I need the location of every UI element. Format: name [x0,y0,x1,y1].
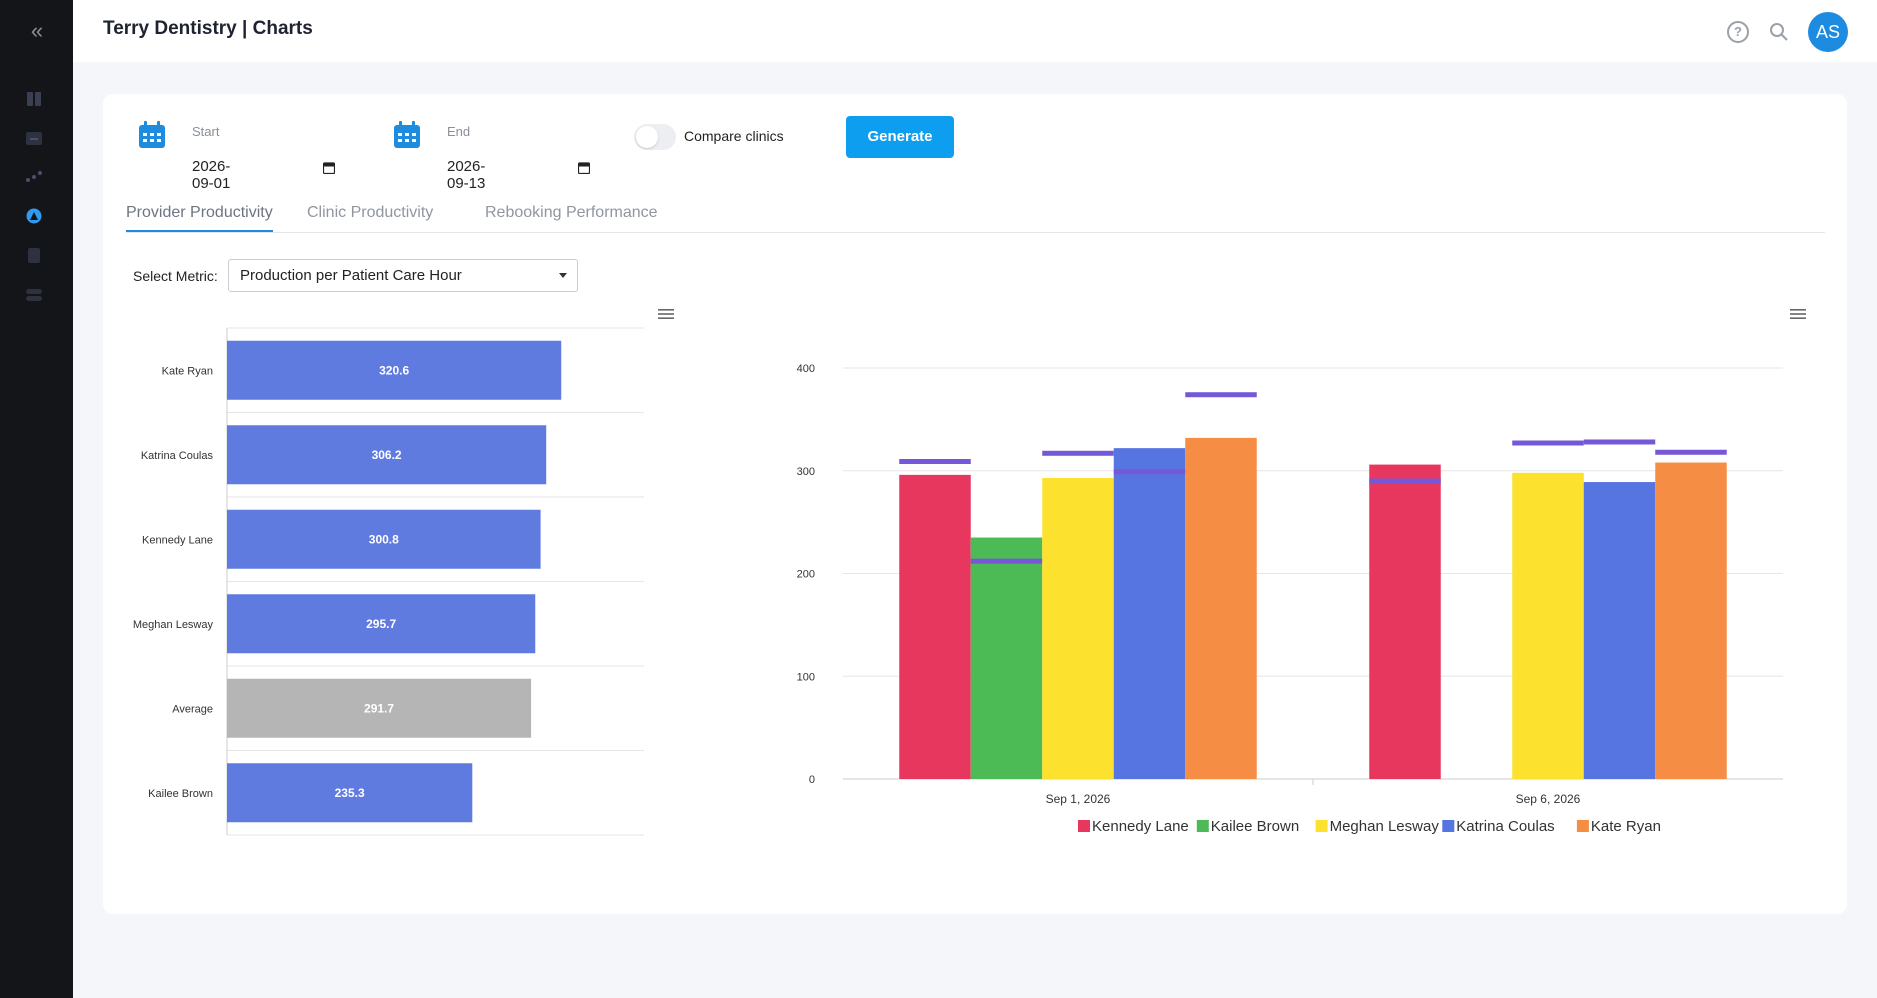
tab-rebooking-performance[interactable]: Rebooking Performance [485,204,658,221]
tab-clinic-productivity[interactable]: Clinic Productivity [307,204,434,221]
y-tick-label: 100 [797,671,815,683]
data-label: 300.8 [369,532,399,546]
bar [227,340,562,400]
toggle-knob [636,126,658,148]
legend-label: Kailee Brown [1211,818,1299,835]
metric-label: Select Metric: [133,268,218,284]
data-label: 306.2 [372,448,402,462]
legend-swatch [1576,820,1589,832]
chevron-down-icon [559,273,567,278]
category-label: Kennedy Lane [142,534,213,546]
chart-menu-icon[interactable] [658,308,674,320]
provider-period-bar-chart: 0 100 200 300 400 Sep 1, 2026 Sep 6, 2026 Kenne… [797,363,1783,835]
bar [227,763,473,823]
target-marker [1369,478,1441,484]
chart-menu-icon[interactable] [1790,308,1806,320]
chat-icon[interactable] [25,131,43,147]
sidebar: « [0,0,73,998]
start-date-input[interactable]: 2026-09-01 [192,158,231,192]
category-label: Meghan Lesway [133,619,214,631]
bar [227,678,532,738]
target-marker [1655,449,1727,455]
metric-select[interactable]: Production per Patient Care Hour [228,259,578,292]
compare-clinics-label: Compare clinics [684,128,784,144]
calendar-icon [139,121,165,148]
target-marker [1185,392,1257,398]
dashboard-icon[interactable] [25,91,43,107]
bar [227,509,541,569]
tab-bar: Provider Productivity Clinic Productivit… [126,204,1825,233]
bar [970,537,1043,779]
compare-clinics-toggle[interactable] [634,124,676,150]
legend-swatch [1196,820,1209,832]
legend-swatch [1315,820,1328,832]
bar [899,474,971,779]
charts-card: Start 2026-09-01 End 2026-09-13 Compare … [103,94,1847,914]
legend-swatch [1442,820,1455,832]
y-tick-label: 200 [797,569,815,581]
bar [1512,472,1584,779]
toggle-settings-icon[interactable] [25,287,43,303]
legend-item: Katrina Coulas [1442,818,1555,835]
start-date-label: Start [192,124,220,139]
legend-item: Meghan Lesway [1315,818,1440,835]
category-label: Katrina Coulas [141,450,214,462]
bar [1369,464,1441,779]
category-label: Kate Ryan [162,365,213,377]
target-marker [1512,440,1584,446]
x-tick-label: Sep 1, 2026 [1046,792,1111,806]
target-marker [1583,439,1656,445]
data-label: 291.7 [364,701,394,715]
target-marker [899,459,971,465]
date-picker-icon[interactable] [323,162,335,174]
chart-circle-icon[interactable] [25,208,43,224]
calendar-icon [394,121,420,148]
bar [1655,462,1727,779]
bar [1185,437,1257,779]
legend-label: Kennedy Lane [1092,818,1189,835]
target-marker [1113,469,1186,475]
metric-selected-value: Production per Patient Care Hour [240,267,462,284]
search-icon[interactable] [1769,22,1789,42]
target-marker [1042,450,1114,456]
data-label: 235.3 [335,786,365,800]
bar [227,594,536,654]
provider-hbar-chart: Kate Ryan 320.6 Katrina Coulas 306.2 Kennedy… [133,327,644,836]
legend-item: Kennedy Lane [1078,818,1189,835]
top-bar: Terry Dentistry | Charts ? AS [73,0,1877,62]
page-title: Terry Dentistry | Charts [103,18,313,39]
y-tick-label: 400 [797,363,815,375]
legend-label: Meghan Lesway [1330,818,1440,835]
category-label: Average [172,703,213,715]
y-tick-label: 0 [809,774,815,786]
clipboard-icon[interactable] [25,247,43,263]
generate-button[interactable]: Generate [846,116,954,158]
bar [1042,477,1114,779]
end-date-input[interactable]: 2026-09-13 [447,158,486,192]
bar [227,425,547,485]
end-date-label: End [447,124,471,139]
legend-swatch [1078,820,1090,832]
scatter-icon[interactable] [25,169,43,185]
date-picker-icon[interactable] [578,162,590,174]
legend-label: Katrina Coulas [1456,818,1554,835]
bar [1583,482,1656,779]
target-marker [970,558,1043,564]
help-icon[interactable]: ? [1727,21,1749,43]
legend-item: Kate Ryan [1576,818,1661,835]
x-tick-label: Sep 6, 2026 [1516,792,1581,806]
avatar[interactable]: AS [1808,12,1848,52]
tab-provider-productivity[interactable]: Provider Productivity [126,204,273,232]
legend-item: Kailee Brown [1196,818,1299,835]
double-chevron-left-icon[interactable]: « [30,18,44,43]
legend-label: Kate Ryan [1591,818,1661,835]
data-label: 295.7 [366,617,396,631]
category-label: Kailee Brown [148,788,213,800]
y-tick-label: 300 [797,466,815,478]
bar [1113,448,1186,779]
data-label: 320.6 [379,363,409,377]
